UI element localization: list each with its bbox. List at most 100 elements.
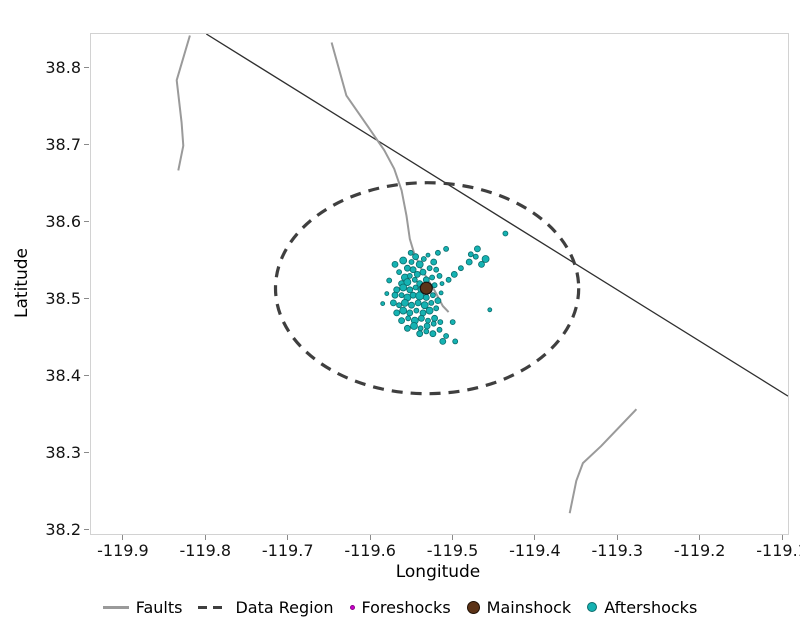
aftershock-point: [465, 258, 473, 266]
x-tick-mark: [452, 535, 453, 540]
y-tick-label: 38.2: [45, 519, 81, 539]
aftershock-point: [417, 314, 425, 322]
aftershock-point: [420, 256, 427, 262]
aftershock-point: [434, 297, 442, 305]
aftershock-point: [399, 283, 408, 292]
aftershock-point: [386, 277, 393, 284]
aftershock-point: [443, 245, 450, 252]
aftershock-point: [450, 270, 458, 278]
aftershock-point: [431, 282, 438, 289]
legend-label: Faults: [135, 597, 183, 617]
aftershock-point: [439, 281, 445, 287]
mainshock-point: [419, 281, 433, 295]
aftershock-point: [429, 330, 437, 338]
aftershock-point: [436, 326, 443, 333]
aftershock-point: [430, 320, 437, 327]
legend-item-mainshock: Mainshock: [466, 597, 572, 617]
aftershock-point: [380, 301, 386, 307]
legend-label: Mainshock: [486, 597, 572, 617]
aftershock-point: [415, 260, 424, 269]
aftershock-point: [396, 302, 403, 309]
aftershock-point: [473, 245, 481, 253]
x-tick-mark: [287, 535, 289, 540]
y-tick-label: 38.4: [45, 365, 81, 385]
legend-label: Data Region: [235, 597, 334, 617]
aftershock-point: [410, 322, 418, 330]
aftershock-point: [405, 315, 412, 322]
aftershock-point: [391, 291, 399, 299]
aftershock-point: [428, 299, 435, 306]
legend-dot-swatch: [466, 600, 480, 614]
x-tick-mark: [699, 535, 701, 540]
y-tick-mark: [84, 452, 89, 454]
aftershock-point: [412, 253, 420, 261]
y-tick-mark: [84, 221, 89, 223]
y-tick-label: 38.6: [45, 211, 81, 231]
aftershock-point: [409, 266, 417, 274]
fault-line: [205, 34, 788, 397]
aftershock-point: [406, 309, 414, 317]
y-tick-label: 38.3: [45, 442, 81, 462]
x-tick-mark: [781, 535, 783, 540]
aftershock-point: [422, 294, 430, 301]
aftershock-point: [452, 338, 459, 345]
aftershock-point: [436, 272, 443, 279]
y-tick-mark: [84, 529, 89, 531]
x-tick-label: -119.9: [97, 541, 149, 560]
x-tick-label: -119.4: [509, 541, 561, 560]
x-tick-label: -119.7: [261, 541, 314, 560]
aftershock-point: [449, 319, 456, 326]
aftershock-point: [411, 276, 418, 283]
plot-panel: [90, 33, 789, 535]
x-tick-label: -119.3: [591, 541, 644, 560]
aftershock-point: [398, 317, 406, 325]
aftershock-point: [433, 266, 440, 273]
aftershock-point: [434, 249, 441, 256]
y-tick-label: 38.8: [45, 57, 81, 77]
aftershock-point: [399, 256, 408, 265]
aftershock-point: [406, 286, 414, 294]
aftershock-point: [396, 269, 403, 276]
aftershock-point: [423, 328, 430, 335]
x-tick-label: -119.5: [426, 541, 479, 560]
aftershock-point: [430, 258, 438, 266]
aftershock-point: [431, 314, 439, 322]
legend-item-data-region: Data Region: [198, 597, 334, 617]
y-tick-mark: [84, 298, 89, 300]
aftershock-point: [413, 270, 421, 278]
fault-line: [175, 35, 191, 171]
aftershock-point: [487, 307, 493, 313]
aftershock-point: [429, 292, 436, 299]
aftershock-point: [437, 319, 444, 326]
legend: Faults Data Region Foreshocks Mainshock Afte…: [0, 593, 800, 621]
aftershock-point: [403, 264, 411, 272]
x-tick-label: -119.2: [673, 541, 726, 560]
aftershock-point: [384, 291, 390, 297]
aftershock-point: [457, 265, 464, 272]
aftershock-point: [389, 299, 397, 307]
x-axis-title: Longitude: [395, 562, 481, 582]
aftershock-point: [481, 255, 490, 263]
legend-dashed-line-swatch: [198, 605, 229, 609]
aftershock-point: [406, 272, 413, 279]
aftershock-point: [408, 259, 415, 265]
aftershock-point: [419, 268, 427, 276]
aftershock-point: [443, 333, 450, 339]
aftershock-point: [425, 317, 431, 324]
aftershock-point: [403, 324, 411, 332]
legend-dot-swatch: [587, 602, 598, 612]
aftershock-point: [426, 265, 433, 272]
aftershock-point: [407, 249, 414, 256]
data-region-ellipse: [273, 181, 581, 396]
legend-label: Aftershocks: [604, 597, 698, 617]
aftershock-point: [413, 307, 420, 314]
x-tick-mark: [616, 535, 618, 540]
x-tick-mark: [369, 535, 371, 540]
x-tick-mark: [534, 535, 536, 540]
aftershock-point: [403, 278, 412, 287]
aftershock-point: [478, 260, 485, 268]
aftershock-point: [433, 305, 440, 312]
aftershock-point: [400, 298, 409, 307]
legend-line-swatch: [102, 605, 129, 609]
